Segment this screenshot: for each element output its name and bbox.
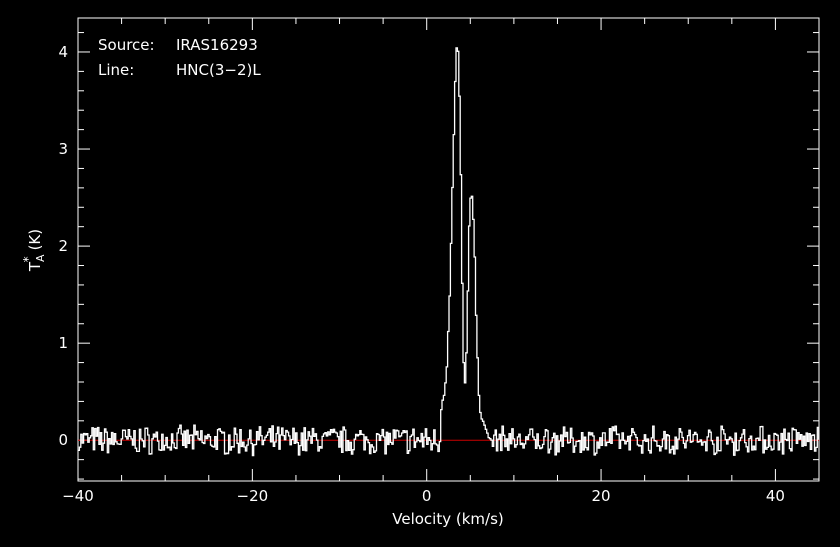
- y-tick-label: 3: [58, 140, 68, 158]
- y-tick-label: 1: [58, 334, 68, 352]
- line-label: Line:: [98, 61, 134, 79]
- x-ticks: −40 −20 0 20 40: [62, 18, 820, 505]
- line-value: HNC(3−2)L: [176, 61, 261, 79]
- y-axis-label: TA* (K): [21, 229, 47, 272]
- x-tick-label: −40: [62, 487, 94, 505]
- x-tick-label: 20: [592, 487, 611, 505]
- x-tick-label: −20: [237, 487, 269, 505]
- y-axis-label-T: T: [26, 261, 44, 272]
- source-label: Source:: [98, 36, 155, 54]
- y-axis-label-unit: (K): [26, 229, 44, 251]
- x-tick-label: 40: [766, 487, 785, 505]
- y-axis-label-sub: A: [34, 254, 47, 262]
- source-value: IRAS16293: [176, 36, 258, 54]
- x-axis-label: Velocity (km/s): [392, 510, 503, 528]
- y-axis-label-sup: *: [21, 256, 35, 262]
- y-tick-label: 2: [58, 237, 68, 255]
- spectrum-series-line: [78, 47, 820, 457]
- y-tick-label: 0: [58, 431, 68, 449]
- x-tick-label: 0: [422, 487, 432, 505]
- plot-frame: [77, 17, 820, 482]
- y-tick-label: 4: [58, 43, 68, 61]
- y-ticks: 0 1 2 3 4: [58, 32, 819, 480]
